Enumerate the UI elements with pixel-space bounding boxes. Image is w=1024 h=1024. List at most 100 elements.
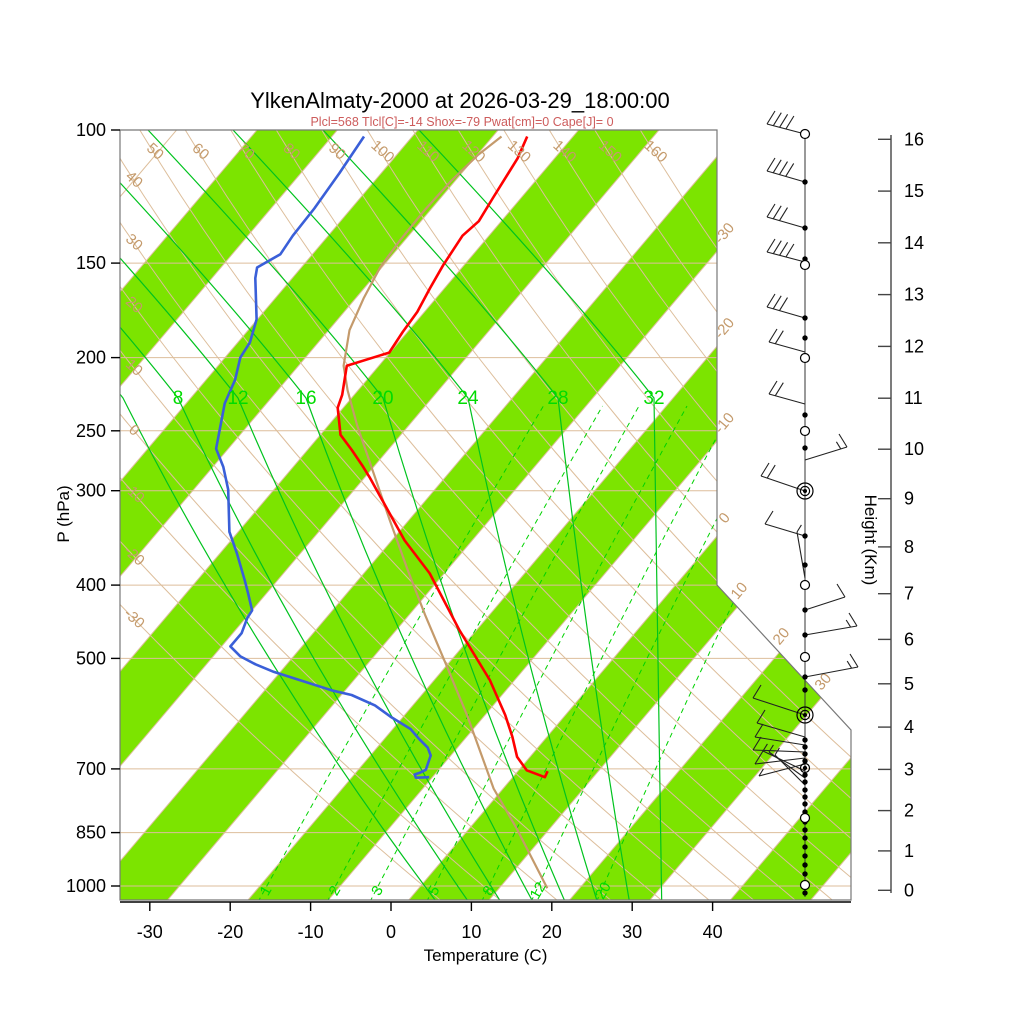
wind-barb-feather — [779, 114, 789, 128]
wind-barb-half-feather — [846, 660, 853, 669]
pressure-tick-label: 500 — [76, 648, 106, 668]
grid-line-label: 90 — [325, 140, 349, 164]
wind-level-double-ring — [796, 706, 814, 724]
pressure-tick-label: 1000 — [66, 876, 106, 896]
pressure-tick-label: 300 — [76, 481, 106, 501]
wind-level-dot — [802, 674, 808, 680]
wind-level-circle — [799, 352, 811, 364]
height-axis-label: Height (Km) — [861, 494, 880, 586]
wind-barb-half-feather — [758, 768, 764, 777]
wind-level-dot — [802, 412, 808, 418]
plot-frame — [119, 129, 852, 901]
moist-adiabat-line — [120, 130, 470, 900]
chart-title: YlkenAlmaty-2000 at 2026-03-29_18:00:00 — [250, 88, 670, 113]
wind-level-dot — [802, 853, 808, 859]
temperature-curve — [336, 135, 549, 779]
mixing-ratio-line — [422, 405, 688, 900]
mixing-ratio-line — [322, 405, 603, 900]
height-tick-label: 4 — [904, 717, 914, 737]
height-tick-label: 2 — [904, 801, 914, 821]
grid-line-label: 20 — [770, 625, 794, 649]
temperature-tick-label: 30 — [622, 922, 642, 942]
wind-level-dot — [802, 758, 808, 764]
wind-barb-staff — [768, 393, 806, 405]
wind-barb-half-feather — [762, 743, 768, 752]
isotherm-line — [302, 130, 851, 900]
wind-barb-feather — [766, 157, 776, 172]
wind-barb-staff — [752, 697, 806, 716]
moist-adiabat-line — [120, 130, 502, 900]
temperature-tick-label: 20 — [542, 922, 562, 942]
moist-adiabat-line — [147, 130, 566, 900]
dry-adiabat-line — [349, 130, 851, 900]
wind-barb-feather — [779, 242, 789, 256]
wind-level-dot — [802, 835, 808, 841]
wind-barb-staff — [754, 736, 806, 746]
dry-adiabat-line — [120, 130, 558, 900]
grid-line-label: 50 — [143, 140, 167, 164]
moist-adiabat-line — [232, 130, 598, 900]
wind-barb-feather — [752, 736, 762, 751]
dry-adiabat-line — [622, 130, 851, 900]
wind-barb-feather — [764, 510, 774, 525]
wind-level-dot — [802, 562, 808, 568]
temperature-tick-label: -10 — [298, 922, 324, 942]
wind-barb-feather — [774, 330, 784, 344]
temperature-band-stripe — [866, 100, 1024, 930]
wind-level-dot — [802, 225, 808, 231]
dry-adiabat-line — [120, 130, 710, 900]
wind-barb-feather — [779, 297, 788, 311]
moist-adiabat-label: 8 — [173, 388, 184, 409]
isotherm-line — [120, 130, 364, 900]
wind-barb-staff — [764, 523, 806, 537]
wind-level-dot — [802, 751, 808, 757]
isotherm-line — [120, 130, 605, 900]
wind-level-dot — [802, 445, 808, 451]
temperature-axis-label: Temperature (C) — [423, 946, 548, 965]
wind-barb-feather — [754, 723, 764, 738]
isotherm-line — [543, 130, 851, 900]
grid-line-label: 60 — [189, 140, 213, 164]
pressure-tick-label: 100 — [76, 120, 106, 140]
height-tick-label: 1 — [904, 841, 914, 861]
dry-adiabat-line — [120, 130, 754, 900]
wind-level-dot — [802, 801, 808, 807]
temperature-tick-label: 0 — [386, 922, 396, 942]
wind-barb-feather — [760, 462, 770, 477]
temperature-band-stripe — [120, 130, 524, 900]
moist-adiabat-label: 32 — [643, 388, 664, 409]
wind-level-dot — [802, 871, 808, 877]
wind-level-ring — [799, 709, 811, 721]
wind-level-dot — [802, 794, 808, 800]
moist-adiabat-line — [120, 130, 534, 900]
mixing-ratio-label: 20 — [592, 879, 615, 902]
wind-level-dot — [802, 335, 808, 341]
dry-adiabat-line — [258, 130, 851, 900]
wind-barb-feather — [768, 380, 778, 395]
wind-level-circle — [799, 259, 811, 271]
height-tick-label: 7 — [904, 584, 914, 604]
wind-level-circle — [799, 879, 811, 891]
mixing-ratio-line — [477, 405, 734, 900]
wind-barb-feather — [772, 205, 782, 220]
wind-barb-feather — [766, 464, 776, 479]
temperature-tick-label: -20 — [217, 922, 243, 942]
wind-barb-staff — [758, 763, 806, 777]
temperature-tick-label: -30 — [137, 922, 163, 942]
moist-adiabat-line — [120, 130, 438, 900]
dry-adiabat-line — [120, 130, 501, 900]
mixing-ratio-line — [365, 405, 640, 900]
wind-barb-staff — [766, 306, 806, 319]
height-tick-label: 0 — [904, 880, 914, 900]
wind-level-dot — [802, 607, 808, 613]
wind-barb-staff — [756, 722, 806, 738]
wind-level-dot — [802, 779, 808, 785]
isotherm-line — [704, 130, 851, 900]
wind-barb-feather — [849, 653, 859, 668]
dry-adiabat-line — [167, 130, 851, 900]
wind-barb-staff — [796, 531, 806, 579]
wind-barb-feather — [772, 112, 782, 126]
temperature-band-stripe — [120, 130, 685, 900]
wind-level-dot — [802, 315, 808, 321]
